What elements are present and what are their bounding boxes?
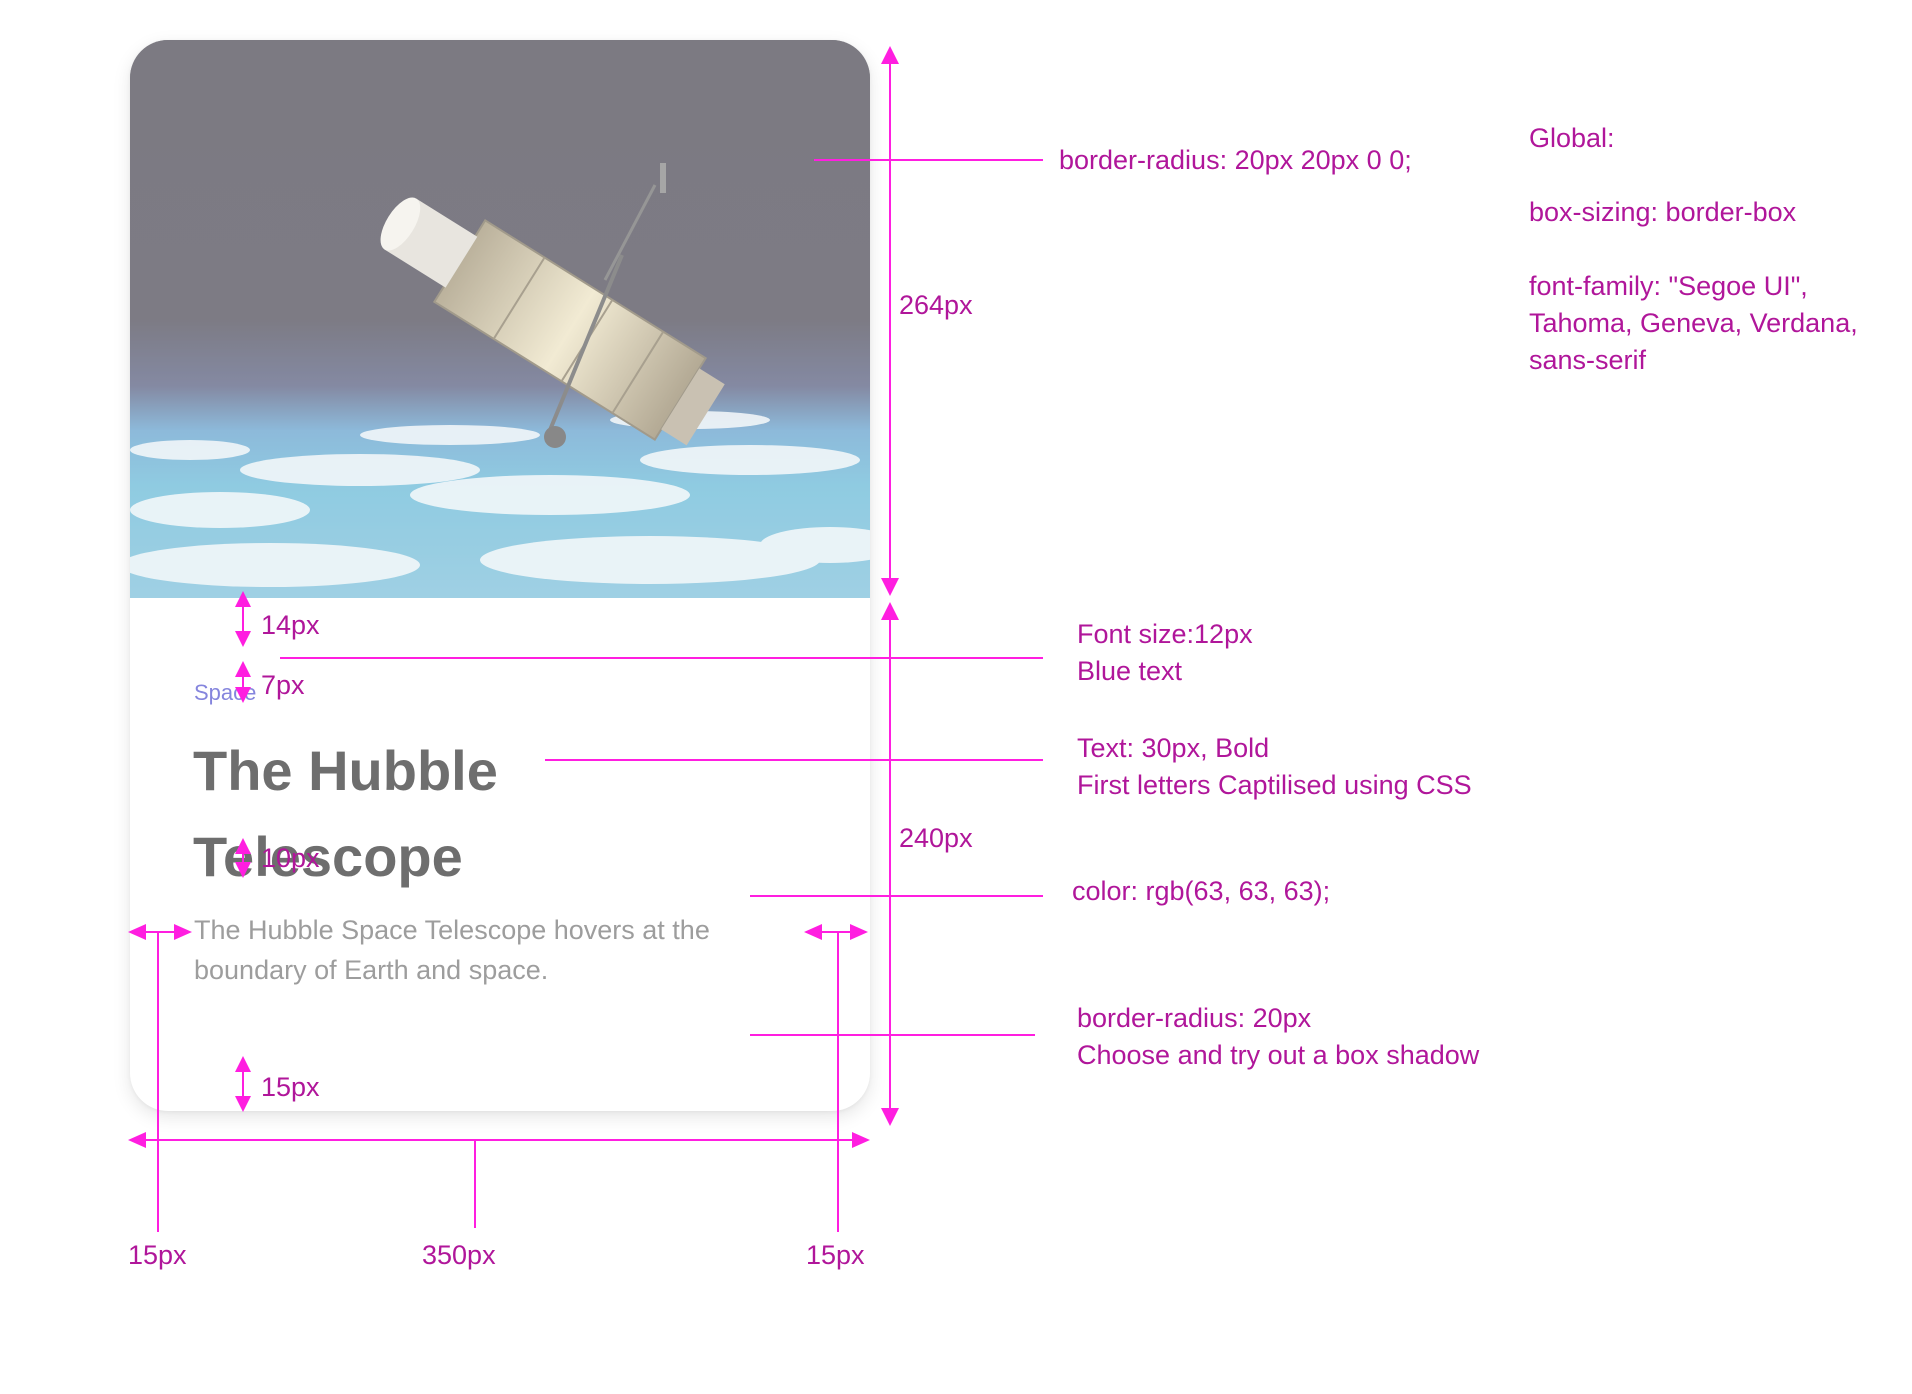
note-title-style-line-1: Text: 30px, Bold	[1077, 733, 1270, 763]
note-global-line-1: Global:	[1529, 123, 1615, 153]
label-card-width: 350px	[422, 1240, 496, 1270]
card-title: The Hubble Telescope	[193, 739, 498, 888]
note-global-line-3: box-sizing: border-box	[1529, 197, 1797, 227]
card-description: The Hubble Space Telescope hovers at the…	[194, 915, 710, 985]
label-bottom-spacing: 15px	[261, 1072, 320, 1102]
label-tag-spacing: 7px	[261, 670, 305, 700]
note-title-style: Text: 30px, Bold First letters Captilise…	[1077, 730, 1472, 804]
note-title-style-line-2: First letters Captilised using CSS	[1077, 770, 1472, 800]
label-body-height: 240px	[899, 823, 973, 853]
note-card-style-line-1: border-radius: 20px	[1077, 1003, 1312, 1033]
hubble-photo	[130, 40, 870, 598]
label-title-spacing: 10px	[261, 843, 320, 873]
label-top-spacing: 14px	[261, 610, 320, 640]
label-image-height: 264px	[899, 290, 973, 320]
label-left-padding: 15px	[128, 1240, 187, 1270]
label-right-padding: 15px	[806, 1240, 865, 1270]
card-image	[130, 40, 870, 598]
note-description-color: color: rgb(63, 63, 63);	[1072, 876, 1331, 906]
note-card-style: border-radius: 20px Choose and try out a…	[1077, 1000, 1479, 1074]
note-global-line-4	[1529, 231, 1858, 268]
note-global: Global: box-sizing: border-box font-fami…	[1529, 120, 1858, 379]
note-global-line-5: font-family: "Segoe UI",	[1529, 271, 1808, 301]
note-card-style-line-2: Choose and try out a box shadow	[1077, 1040, 1480, 1070]
note-tag-style-line-1: Font size:12px	[1077, 619, 1253, 649]
note-image-radius: border-radius: 20px 20px 0 0;	[1059, 145, 1412, 175]
note-global-line-7: sans-serif	[1529, 345, 1647, 375]
card: Space The Hubble Telescope The Hubble Sp…	[130, 40, 870, 1111]
note-global-line-2	[1529, 157, 1858, 194]
note-tag-style-line-2: Blue text	[1077, 656, 1183, 686]
note-tag-style: Font size:12px Blue text	[1077, 616, 1253, 690]
note-global-line-6: Tahoma, Geneva, Verdana,	[1529, 308, 1858, 338]
